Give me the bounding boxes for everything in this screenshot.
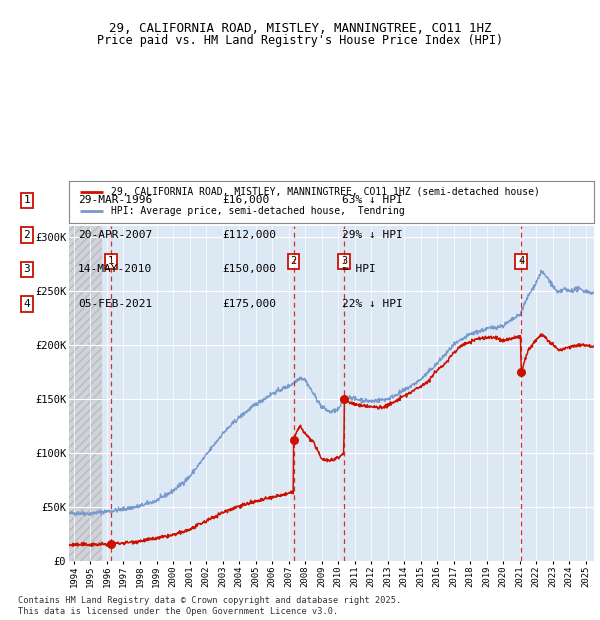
Text: 29, CALIFORNIA ROAD, MISTLEY, MANNINGTREE, CO11 1HZ (semi-detached house): 29, CALIFORNIA ROAD, MISTLEY, MANNINGTRE… (111, 187, 540, 197)
Text: £16,000: £16,000 (222, 195, 269, 205)
Text: 14-MAY-2010: 14-MAY-2010 (78, 265, 152, 275)
Text: £112,000: £112,000 (222, 230, 276, 240)
Text: ≈ HPI: ≈ HPI (342, 265, 376, 275)
Text: 05-FEB-2021: 05-FEB-2021 (78, 299, 152, 309)
Text: 2: 2 (290, 257, 296, 267)
Text: 4: 4 (23, 299, 31, 309)
Text: 63% ↓ HPI: 63% ↓ HPI (342, 195, 403, 205)
Text: 1: 1 (108, 257, 114, 267)
Text: £175,000: £175,000 (222, 299, 276, 309)
Text: £150,000: £150,000 (222, 265, 276, 275)
Text: 29% ↓ HPI: 29% ↓ HPI (342, 230, 403, 240)
Text: Price paid vs. HM Land Registry's House Price Index (HPI): Price paid vs. HM Land Registry's House … (97, 34, 503, 47)
Text: 3: 3 (23, 265, 31, 275)
Text: 20-APR-2007: 20-APR-2007 (78, 230, 152, 240)
Text: 29-MAR-1996: 29-MAR-1996 (78, 195, 152, 205)
Text: 1: 1 (23, 195, 31, 205)
Bar (69, 226, 102, 561)
Text: 4: 4 (518, 257, 524, 267)
Text: Contains HM Land Registry data © Crown copyright and database right 2025.
This d: Contains HM Land Registry data © Crown c… (18, 596, 401, 616)
Text: 22% ↓ HPI: 22% ↓ HPI (342, 299, 403, 309)
Text: 2: 2 (23, 230, 31, 240)
Text: 3: 3 (341, 257, 347, 267)
Text: HPI: Average price, semi-detached house,  Tendring: HPI: Average price, semi-detached house,… (111, 206, 405, 216)
Text: 29, CALIFORNIA ROAD, MISTLEY, MANNINGTREE, CO11 1HZ: 29, CALIFORNIA ROAD, MISTLEY, MANNINGTRE… (109, 22, 491, 35)
